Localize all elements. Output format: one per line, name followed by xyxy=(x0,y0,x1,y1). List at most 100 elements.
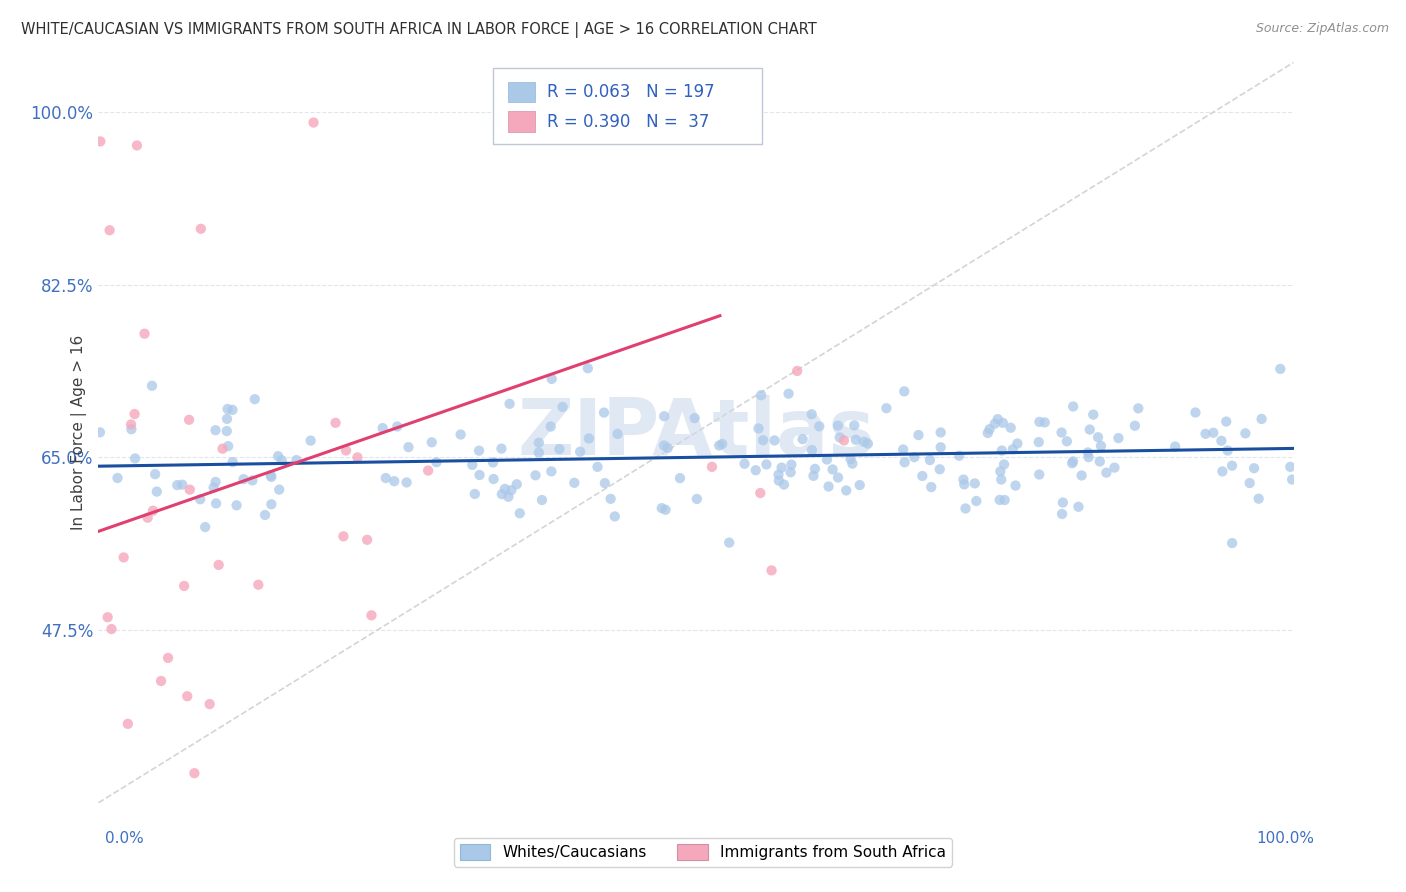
Point xyxy=(1077,445,1099,459)
Point xyxy=(1123,418,1146,433)
Point xyxy=(853,434,876,449)
Point xyxy=(815,452,838,467)
Point xyxy=(177,413,200,427)
Point xyxy=(576,361,599,376)
Point xyxy=(654,502,676,516)
Point xyxy=(1000,421,1022,435)
Point xyxy=(1067,500,1090,514)
Point xyxy=(988,492,1011,507)
Point xyxy=(240,474,263,488)
Point xyxy=(524,468,547,483)
Point xyxy=(1184,405,1206,419)
Point xyxy=(651,501,673,516)
Point xyxy=(551,400,574,414)
Point xyxy=(1220,458,1243,473)
Point xyxy=(994,493,1017,508)
Point xyxy=(1004,478,1026,492)
Point xyxy=(1239,476,1261,491)
Point xyxy=(1194,426,1216,441)
Point xyxy=(198,697,221,711)
Point xyxy=(800,407,823,421)
Point xyxy=(593,406,616,420)
Point xyxy=(125,138,148,153)
Point xyxy=(285,453,308,467)
Point xyxy=(808,419,831,434)
Point xyxy=(990,464,1012,478)
Point xyxy=(763,434,786,448)
Point xyxy=(540,372,562,386)
Point xyxy=(260,468,283,483)
Point xyxy=(963,476,986,491)
Point xyxy=(911,469,934,483)
Point xyxy=(217,401,239,416)
Point xyxy=(172,477,194,491)
Point xyxy=(540,464,562,478)
Point xyxy=(844,418,866,433)
Point xyxy=(749,388,772,402)
Point xyxy=(232,472,254,486)
Point xyxy=(1202,425,1225,440)
Point xyxy=(267,449,290,463)
Point xyxy=(686,491,709,506)
Point xyxy=(768,474,790,488)
Point xyxy=(124,407,146,421)
Point xyxy=(356,533,378,547)
Point xyxy=(141,378,163,392)
FancyBboxPatch shape xyxy=(509,112,534,132)
Point xyxy=(1050,507,1073,521)
Point xyxy=(1052,495,1074,509)
Point xyxy=(991,416,1014,430)
Point xyxy=(987,412,1010,426)
Point xyxy=(1250,412,1272,426)
Point xyxy=(1050,425,1073,440)
Point xyxy=(744,463,766,477)
Point xyxy=(709,438,731,452)
Point xyxy=(718,535,741,549)
Point xyxy=(194,520,217,534)
Point xyxy=(918,453,941,467)
Point xyxy=(450,427,472,442)
Point xyxy=(700,459,723,474)
Point xyxy=(990,473,1012,487)
Point xyxy=(1077,450,1099,464)
Y-axis label: In Labor Force | Age > 16: In Labor Force | Age > 16 xyxy=(72,335,87,530)
Point xyxy=(893,455,915,469)
Point xyxy=(117,716,139,731)
Point xyxy=(586,459,609,474)
Point xyxy=(1243,461,1265,475)
Point xyxy=(657,441,679,455)
Point xyxy=(270,453,292,467)
Point xyxy=(569,444,592,458)
Point xyxy=(1088,454,1111,468)
Point xyxy=(804,462,827,476)
Point xyxy=(464,487,486,501)
Point xyxy=(89,135,111,149)
Point xyxy=(828,430,851,444)
Point xyxy=(1279,459,1302,474)
Legend: Whites/Caucasians, Immigrants from South Africa: Whites/Caucasians, Immigrants from South… xyxy=(454,838,952,866)
Point xyxy=(217,439,239,453)
Point xyxy=(1078,423,1101,437)
Point xyxy=(875,401,897,416)
Point xyxy=(260,470,283,484)
Point xyxy=(491,442,513,456)
Point xyxy=(1215,415,1237,429)
Point xyxy=(1220,536,1243,550)
Point xyxy=(948,449,970,463)
Point xyxy=(984,417,1007,431)
Point xyxy=(1164,440,1187,454)
Point xyxy=(711,437,734,451)
Point xyxy=(420,435,443,450)
Point xyxy=(416,464,439,478)
Point xyxy=(752,434,775,448)
Point xyxy=(827,418,849,433)
Point xyxy=(903,450,925,465)
Point xyxy=(468,468,491,483)
Point xyxy=(269,483,291,497)
Point xyxy=(243,392,266,407)
Point xyxy=(821,462,844,476)
Point xyxy=(845,433,868,447)
Point xyxy=(1211,434,1233,448)
Point xyxy=(848,478,870,492)
Point xyxy=(143,467,166,482)
